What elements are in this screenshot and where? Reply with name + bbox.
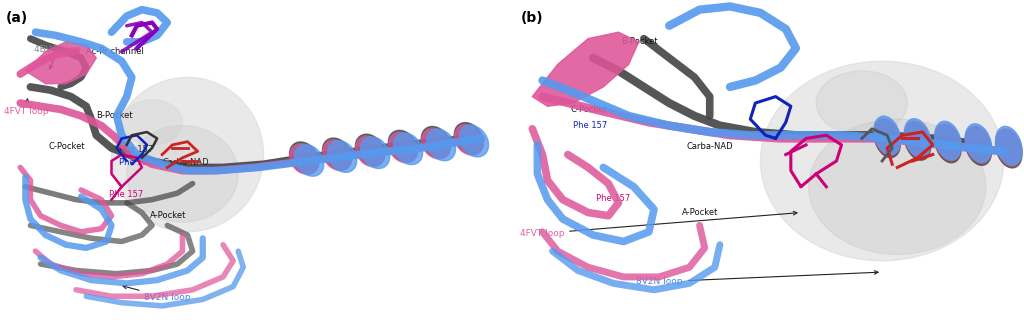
Ellipse shape — [355, 137, 385, 167]
Text: B-Pocket: B-Pocket — [621, 37, 657, 46]
Ellipse shape — [328, 141, 356, 172]
Text: 8V2N loop: 8V2N loop — [636, 270, 878, 286]
Ellipse shape — [761, 61, 1004, 261]
Text: Phe 157: Phe 157 — [596, 194, 630, 203]
Ellipse shape — [935, 124, 962, 160]
Ellipse shape — [295, 145, 324, 176]
Text: Phe 157: Phe 157 — [572, 121, 607, 130]
Ellipse shape — [966, 124, 991, 162]
Ellipse shape — [809, 119, 986, 254]
Ellipse shape — [393, 133, 423, 165]
Text: A-Pocket: A-Pocket — [682, 208, 718, 217]
Ellipse shape — [904, 118, 931, 157]
Text: (a): (a) — [6, 11, 29, 25]
Ellipse shape — [323, 140, 351, 171]
Text: Ac-Pr channel: Ac-Pr channel — [86, 47, 144, 56]
Ellipse shape — [904, 122, 931, 160]
Text: 4FVT loop: 4FVT loop — [4, 99, 48, 116]
Text: Carba-NAD: Carba-NAD — [162, 158, 209, 167]
Text: 4FVT loop: 4FVT loop — [519, 211, 797, 238]
Ellipse shape — [290, 144, 318, 175]
Text: (b): (b) — [520, 11, 544, 25]
Text: Phe 157: Phe 157 — [109, 190, 143, 199]
Ellipse shape — [127, 126, 239, 222]
Text: Carba-NAD: Carba-NAD — [687, 142, 733, 151]
Ellipse shape — [388, 133, 418, 163]
Text: B-Pocket: B-Pocket — [96, 111, 133, 120]
Ellipse shape — [421, 127, 451, 158]
Text: C-Pocket: C-Pocket — [48, 142, 85, 151]
Ellipse shape — [455, 123, 483, 154]
Ellipse shape — [935, 124, 962, 163]
Text: 8V2N loop: 8V2N loop — [123, 285, 190, 302]
Ellipse shape — [873, 119, 900, 158]
Text: Phe 157: Phe 157 — [119, 158, 154, 167]
Ellipse shape — [935, 121, 962, 160]
Ellipse shape — [355, 134, 385, 166]
Text: C-Pocket: C-Pocket — [570, 105, 607, 114]
Text: Phe 157: Phe 157 — [119, 145, 154, 154]
Polygon shape — [532, 32, 639, 106]
Ellipse shape — [388, 130, 418, 162]
Ellipse shape — [122, 100, 182, 145]
Ellipse shape — [995, 129, 1022, 166]
Ellipse shape — [873, 116, 900, 155]
Text: A-Pocket: A-Pocket — [150, 211, 186, 220]
Polygon shape — [26, 42, 96, 84]
Text: 4BVG loop: 4BVG loop — [35, 45, 81, 69]
Ellipse shape — [904, 121, 931, 158]
Ellipse shape — [360, 137, 390, 168]
Ellipse shape — [966, 127, 991, 166]
Ellipse shape — [966, 126, 991, 163]
Ellipse shape — [290, 142, 318, 174]
Ellipse shape — [455, 125, 483, 155]
Ellipse shape — [422, 129, 451, 159]
Ellipse shape — [873, 118, 900, 155]
Ellipse shape — [112, 77, 263, 232]
Ellipse shape — [995, 129, 1022, 168]
Ellipse shape — [995, 126, 1022, 165]
Ellipse shape — [323, 138, 351, 170]
Ellipse shape — [426, 129, 456, 161]
Ellipse shape — [460, 125, 488, 157]
Ellipse shape — [816, 71, 907, 135]
